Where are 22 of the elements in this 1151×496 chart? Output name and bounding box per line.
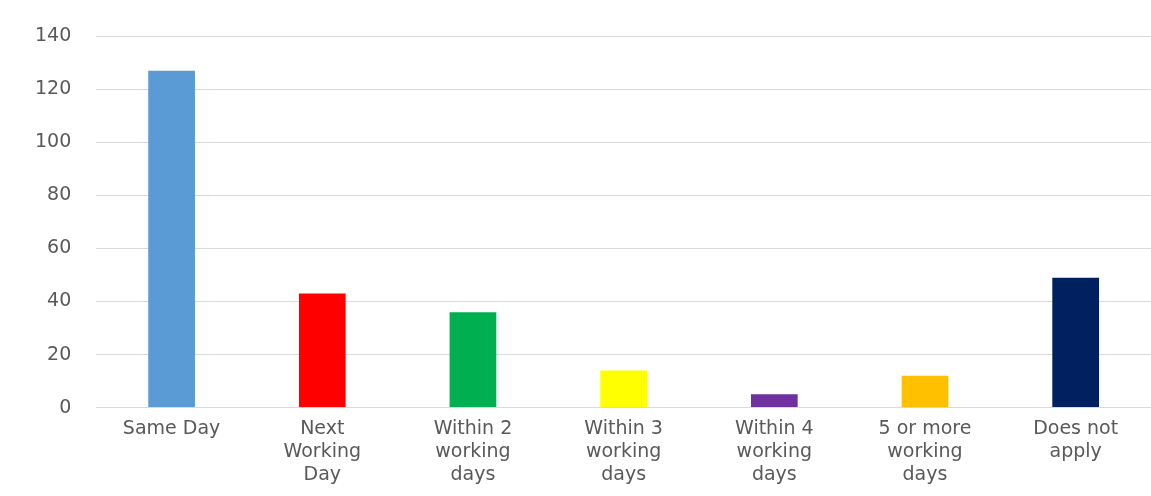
y-tick-label: 80 <box>47 182 72 205</box>
bar <box>449 312 497 408</box>
x-tick-label: Within 2 working days <box>433 415 513 484</box>
x-tick-label: Within 4 working days <box>735 415 814 484</box>
bar <box>750 394 798 408</box>
y-tick-label: 120 <box>35 76 72 99</box>
y-tick-label: 40 <box>47 288 72 311</box>
bar <box>148 70 195 408</box>
y-tick-label: 100 <box>35 129 72 152</box>
y-tick-label: 140 <box>35 23 72 46</box>
y-tick-label: 60 <box>47 235 72 258</box>
y-tick-label: 20 <box>47 341 72 364</box>
x-tick-label: Next Working Day <box>283 415 362 484</box>
bar <box>298 293 346 408</box>
x-tick-label: Within 3 working days <box>584 415 663 484</box>
x-tick-label: Does not apply <box>1033 415 1119 461</box>
x-tick-label: 5 or more working days <box>878 415 972 484</box>
y-tick-label: 0 <box>59 394 72 417</box>
x-tick-label: Same Day <box>122 415 221 438</box>
bar <box>1052 277 1100 408</box>
bar <box>901 375 949 408</box>
bar <box>600 370 647 408</box>
